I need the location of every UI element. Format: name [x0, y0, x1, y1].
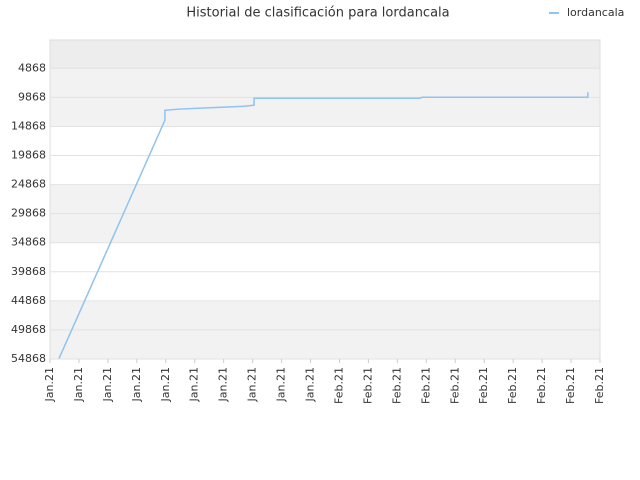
- plot-band: [50, 242, 600, 272]
- plot-band: [50, 329, 600, 359]
- y-tick-label: 49868: [11, 323, 46, 336]
- x-tick-label: Jan.21: [304, 367, 317, 402]
- x-tick-label: Jan.21: [43, 367, 56, 402]
- plot-band: [50, 126, 600, 156]
- x-tick-label: Feb.21: [419, 367, 432, 404]
- y-tick-label: 29868: [11, 207, 46, 220]
- x-tick-label: Jan.21: [101, 367, 114, 402]
- x-tick-label: Feb.21: [390, 367, 403, 404]
- series-line: [58, 92, 589, 359]
- plot-band: [50, 40, 600, 69]
- y-tick-label: 4868: [18, 61, 46, 74]
- x-tick-label: Jan.21: [188, 367, 201, 402]
- y-tick-label: 24868: [11, 178, 46, 191]
- x-tick-label: Jan.21: [130, 367, 143, 402]
- y-tick-label: 39868: [11, 265, 46, 278]
- plot-band: [50, 97, 600, 127]
- x-tick-label: Feb.21: [564, 367, 577, 404]
- y-tick-label: 34868: [11, 236, 46, 249]
- plot-band: [50, 68, 600, 98]
- x-tick-label: Feb.21: [361, 367, 374, 404]
- plot-band: [50, 213, 600, 243]
- x-tick-label: Jan.21: [159, 367, 172, 402]
- x-tick-label: Feb.21: [332, 367, 345, 404]
- x-tick-label: Feb.21: [506, 367, 519, 404]
- plot-band: [50, 271, 600, 301]
- x-tick-label: Jan.21: [217, 367, 230, 402]
- plot-band: [50, 184, 600, 214]
- x-tick-label: Jan.21: [72, 367, 85, 402]
- x-tick-label: Feb.21: [535, 367, 548, 404]
- plot-band: [50, 300, 600, 330]
- legend-label: lordancala: [567, 6, 624, 19]
- x-tick-label: Feb.21: [448, 367, 461, 404]
- y-tick-label: 14868: [11, 119, 46, 132]
- y-tick-label: 9868: [18, 90, 46, 103]
- plot-band: [50, 155, 600, 185]
- y-tick-label: 19868: [11, 149, 46, 162]
- x-tick-label: Feb.21: [477, 367, 490, 404]
- chart-title: Historial de clasificación para lordanca…: [186, 6, 449, 21]
- x-tick-label: Jan.21: [246, 367, 259, 402]
- x-tick-label: Jan.21: [275, 367, 288, 402]
- y-tick-label: 54868: [11, 352, 46, 365]
- y-tick-label: 44868: [11, 294, 46, 307]
- x-tick-label: Feb.21: [593, 367, 606, 404]
